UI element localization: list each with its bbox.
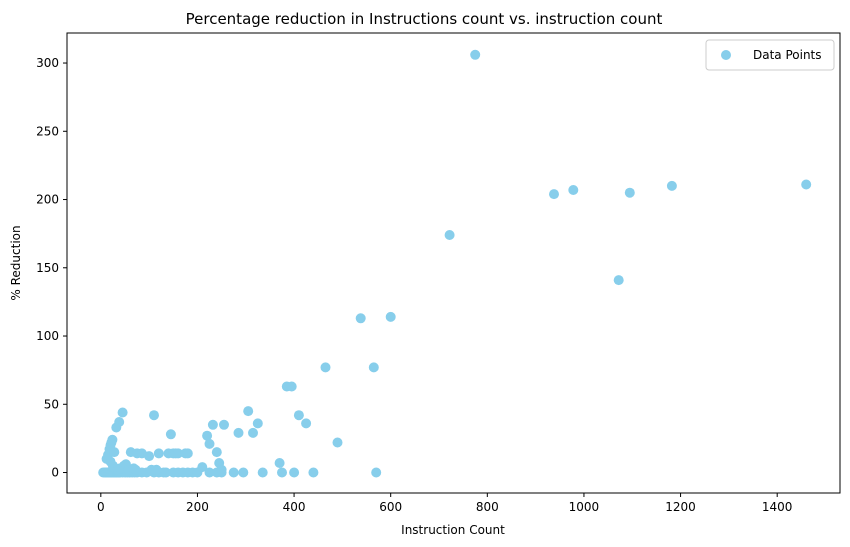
data-point-97 bbox=[293, 410, 304, 421]
data-point-100 bbox=[332, 437, 343, 448]
y-tick-label: 50 bbox=[44, 397, 59, 411]
legend: Data Points bbox=[705, 39, 835, 71]
legend-box bbox=[705, 39, 835, 71]
x-tick-label: 1000 bbox=[569, 500, 600, 514]
data-point-55 bbox=[114, 417, 125, 427]
data-point-74 bbox=[153, 448, 164, 459]
data-point-103 bbox=[385, 311, 396, 322]
data-point-83 bbox=[202, 430, 213, 441]
data-point-111 bbox=[801, 179, 812, 190]
data-point-106 bbox=[549, 189, 559, 200]
chart-title: Percentage reduction in Instructions cou… bbox=[186, 10, 663, 28]
data-point-94 bbox=[274, 458, 285, 468]
x-tick-label: 0 bbox=[97, 500, 105, 514]
data-point-46 bbox=[371, 467, 382, 478]
data-point-76 bbox=[165, 429, 176, 440]
data-point-53 bbox=[109, 447, 120, 458]
data-point-91 bbox=[243, 406, 254, 417]
data-points bbox=[98, 49, 812, 478]
data-point-40 bbox=[228, 467, 239, 478]
x-tick-label: 1400 bbox=[762, 500, 793, 514]
data-point-86 bbox=[211, 447, 222, 458]
data-point-81 bbox=[182, 448, 193, 459]
data-point-105 bbox=[470, 49, 481, 60]
legend-marker bbox=[721, 50, 731, 60]
data-point-104 bbox=[444, 230, 455, 240]
y-tick-label: 100 bbox=[36, 329, 59, 343]
data-point-82 bbox=[197, 462, 208, 473]
data-point-84 bbox=[204, 438, 215, 449]
x-tick-label: 200 bbox=[186, 500, 209, 514]
data-point-67 bbox=[130, 464, 141, 475]
data-point-93 bbox=[252, 418, 263, 429]
x-tick-label: 1200 bbox=[665, 500, 696, 514]
legend-label: Data Points bbox=[753, 48, 822, 62]
x-tick-label: 800 bbox=[476, 500, 499, 514]
data-point-108 bbox=[613, 275, 624, 286]
x-tick-label: 400 bbox=[283, 500, 306, 514]
data-point-52 bbox=[107, 434, 118, 445]
data-point-90 bbox=[233, 427, 244, 438]
data-point-99 bbox=[320, 362, 331, 373]
data-point-110 bbox=[666, 180, 677, 191]
data-point-44 bbox=[289, 467, 300, 478]
data-point-79 bbox=[173, 448, 184, 459]
y-tick-label: 250 bbox=[36, 124, 59, 138]
data-point-98 bbox=[301, 418, 312, 429]
data-point-43 bbox=[277, 467, 287, 478]
data-point-107 bbox=[568, 185, 579, 195]
data-point-73 bbox=[151, 464, 162, 475]
y-tick-label: 300 bbox=[36, 56, 59, 70]
y-tick-label: 0 bbox=[51, 466, 59, 480]
x-tick-label: 600 bbox=[379, 500, 402, 514]
data-point-70 bbox=[144, 451, 155, 462]
y-tick-label: 150 bbox=[36, 261, 59, 275]
data-point-45 bbox=[308, 467, 319, 478]
data-point-89 bbox=[219, 419, 229, 430]
y-axis-label: % Reduction bbox=[9, 225, 23, 300]
data-point-92 bbox=[248, 427, 258, 438]
x-axis-label: Instruction Count bbox=[401, 523, 505, 537]
data-point-42 bbox=[257, 467, 268, 478]
x-axis: 0 200 400 600 800 1000 1200 1400 bbox=[97, 493, 792, 514]
data-point-30 bbox=[161, 467, 171, 478]
data-point-88 bbox=[216, 464, 227, 475]
data-point-96 bbox=[286, 381, 297, 392]
data-point-109 bbox=[624, 187, 635, 198]
data-point-56 bbox=[117, 407, 128, 418]
data-point-85 bbox=[207, 419, 218, 430]
y-tick-label: 200 bbox=[36, 193, 59, 207]
plot-frame bbox=[66, 32, 841, 494]
data-point-37 bbox=[204, 467, 215, 478]
data-point-101 bbox=[355, 313, 366, 324]
data-point-102 bbox=[368, 362, 379, 373]
data-point-41 bbox=[238, 467, 249, 478]
y-axis: 0 50 100 150 200 250 300 bbox=[36, 56, 67, 480]
data-point-72 bbox=[149, 410, 159, 421]
